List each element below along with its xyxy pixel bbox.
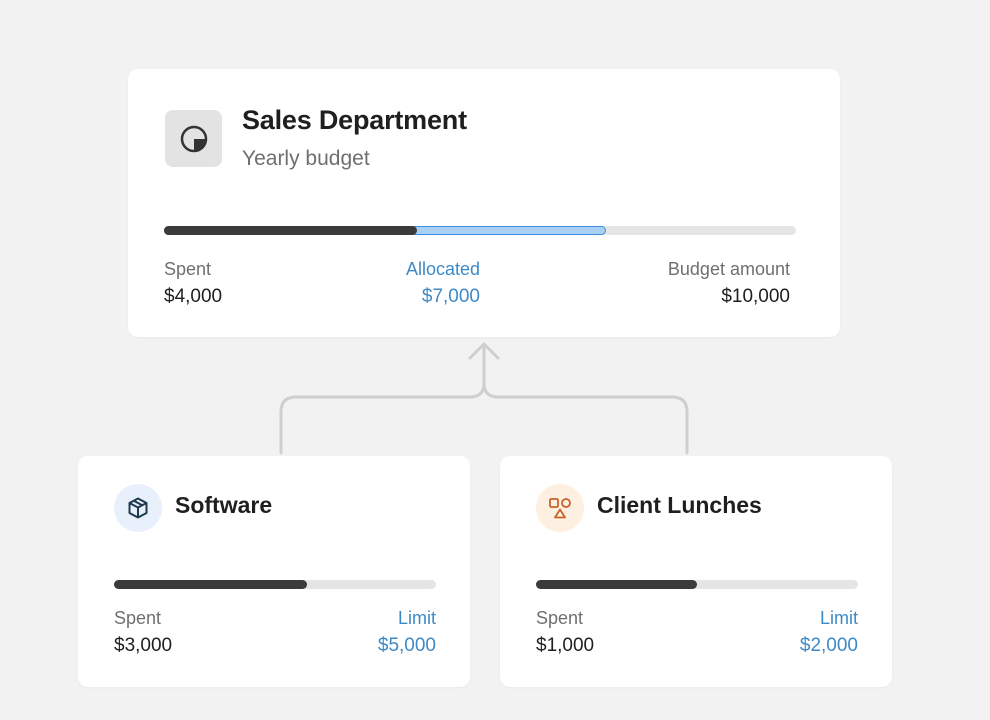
client-lunches-progress-bar bbox=[536, 580, 858, 589]
pie-chart-icon bbox=[165, 110, 222, 167]
budget-amount-value: $10,000 bbox=[721, 286, 790, 307]
spent-value: $3,000 bbox=[114, 635, 173, 656]
arrow-head bbox=[468, 342, 500, 360]
spent-value: $4,000 bbox=[164, 286, 223, 307]
limit-value: $5,000 bbox=[377, 635, 436, 656]
software-progress-bar bbox=[114, 580, 436, 589]
package-box-icon bbox=[114, 484, 162, 532]
category-title: Software bbox=[175, 492, 273, 518]
shapes-icon bbox=[536, 484, 584, 532]
limit-label: Limit bbox=[397, 608, 436, 628]
spent-label: Spent bbox=[536, 608, 584, 628]
client-lunches-card[interactable]: Client Lunches Spent $1,000 Limit $2,000 bbox=[500, 456, 892, 687]
allocated-value: $7,000 bbox=[421, 286, 480, 307]
spent-label: Spent bbox=[164, 259, 212, 279]
spent-fill bbox=[536, 580, 697, 589]
sales-department-card[interactable]: Sales Department Yearly budget Spent $4,… bbox=[128, 69, 840, 337]
page-title: Sales Department bbox=[242, 105, 467, 135]
category-title: Client Lunches bbox=[597, 492, 762, 518]
budget-period: Yearly budget bbox=[242, 147, 370, 170]
spent-label: Spent bbox=[114, 608, 162, 628]
budget-amount-label: Budget amount bbox=[667, 259, 790, 279]
limit-value: $2,000 bbox=[799, 635, 858, 656]
limit-label: Limit bbox=[819, 608, 858, 628]
spent-value: $1,000 bbox=[536, 635, 595, 656]
budget-progress-bar bbox=[164, 226, 796, 235]
spent-fill bbox=[114, 580, 308, 589]
allocated-label: Allocated bbox=[405, 259, 480, 279]
software-card[interactable]: Software Spent $3,000 Limit $5,000 bbox=[78, 456, 470, 687]
spent-fill bbox=[164, 226, 417, 235]
